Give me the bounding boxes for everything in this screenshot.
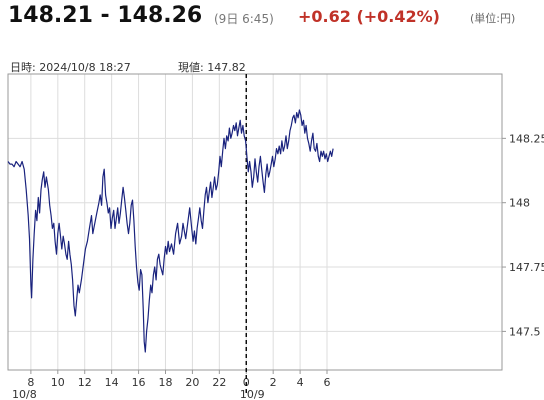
y-tick-label: 148 [509, 197, 530, 210]
x-tick-label: 14 [105, 376, 119, 389]
x-tick-label: 18 [158, 376, 172, 389]
y-tick-label: 147.5 [509, 325, 541, 338]
x-tick-label: 10 [51, 376, 65, 389]
quote-header: 148.21 - 148.26 (9日 6:45) +0.62 (+0.42%)… [0, 0, 544, 40]
day-label: 10/8 [12, 388, 37, 400]
x-tick-label: 4 [297, 376, 304, 389]
y-tick-label: 147.75 [509, 261, 544, 274]
unit-label: (単位:円) [470, 12, 516, 25]
plot-frame [7, 73, 503, 371]
x-tick-label: 12 [78, 376, 92, 389]
y-tick-label: 148.25 [509, 132, 544, 145]
x-tick-label: 6 [324, 376, 331, 389]
hover-current-price: 現値: 147.82 [178, 61, 246, 74]
hover-datetime: 日時: 2024/10/8 18:27 [10, 61, 131, 74]
price-series-line [7, 109, 334, 353]
x-tick-label: 16 [132, 376, 146, 389]
price-change: +0.62 (+0.42%) [298, 7, 440, 26]
quote-timestamp: (9日 6:45) [214, 12, 274, 26]
price-range: 148.21 - 148.26 [8, 3, 203, 28]
x-tick-label: 2 [270, 376, 277, 389]
x-tick-label: 8 [27, 376, 34, 389]
x-tick-label: 20 [185, 376, 199, 389]
day-label: 10/9 [240, 388, 265, 400]
x-tick-label: 22 [212, 376, 226, 389]
